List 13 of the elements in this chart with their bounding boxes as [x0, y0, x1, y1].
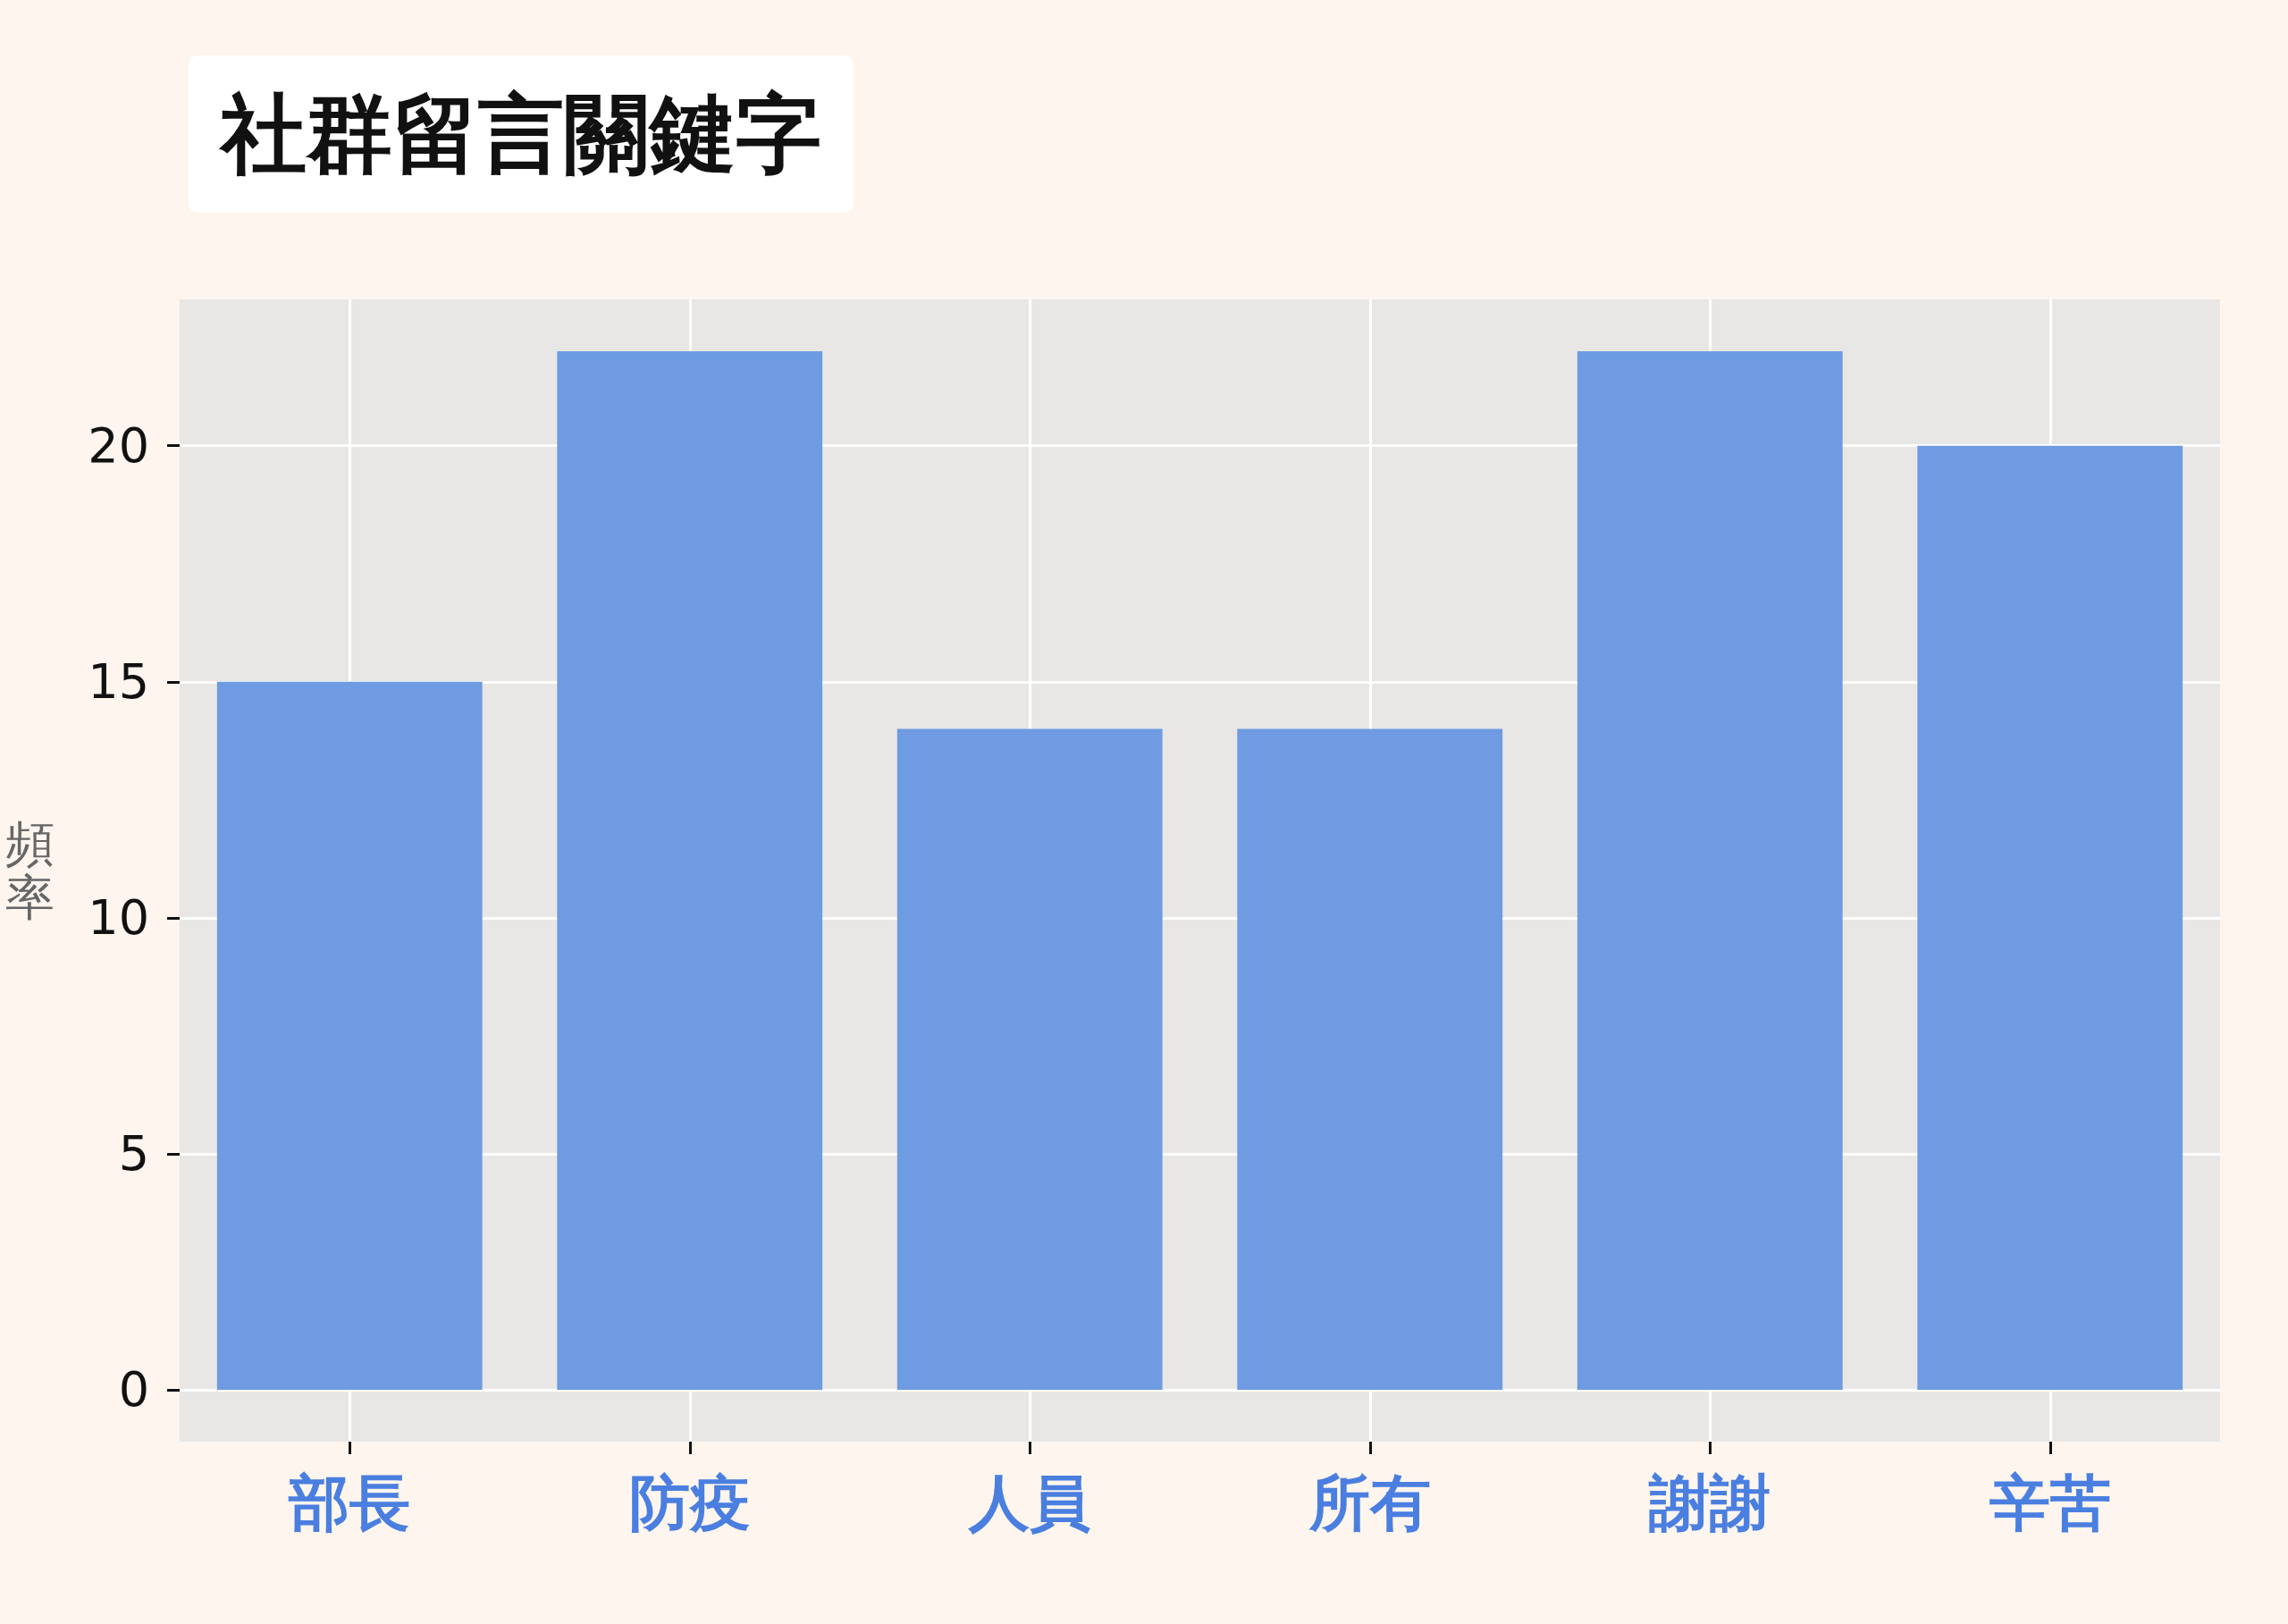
y-tick-label: 15 — [88, 653, 149, 711]
y-tick-label: 5 — [118, 1125, 149, 1182]
x-tick-label: 所有 — [1308, 1467, 1431, 1538]
y-axis-title: 頻率 — [5, 815, 55, 926]
y-tick-label: 20 — [88, 417, 149, 475]
x-tick-label: 部長 — [288, 1467, 411, 1538]
x-tick-label: 謝謝 — [1648, 1467, 1771, 1538]
y-tick-label: 10 — [88, 889, 149, 947]
x-tick-label: 辛苦 — [1988, 1467, 2111, 1538]
chart-title: 社群留言關鍵字 — [218, 84, 821, 184]
y-tick-label: 0 — [118, 1361, 149, 1418]
x-tick-label: 人員 — [967, 1467, 1091, 1538]
x-tick-label: 防疫 — [628, 1467, 751, 1538]
